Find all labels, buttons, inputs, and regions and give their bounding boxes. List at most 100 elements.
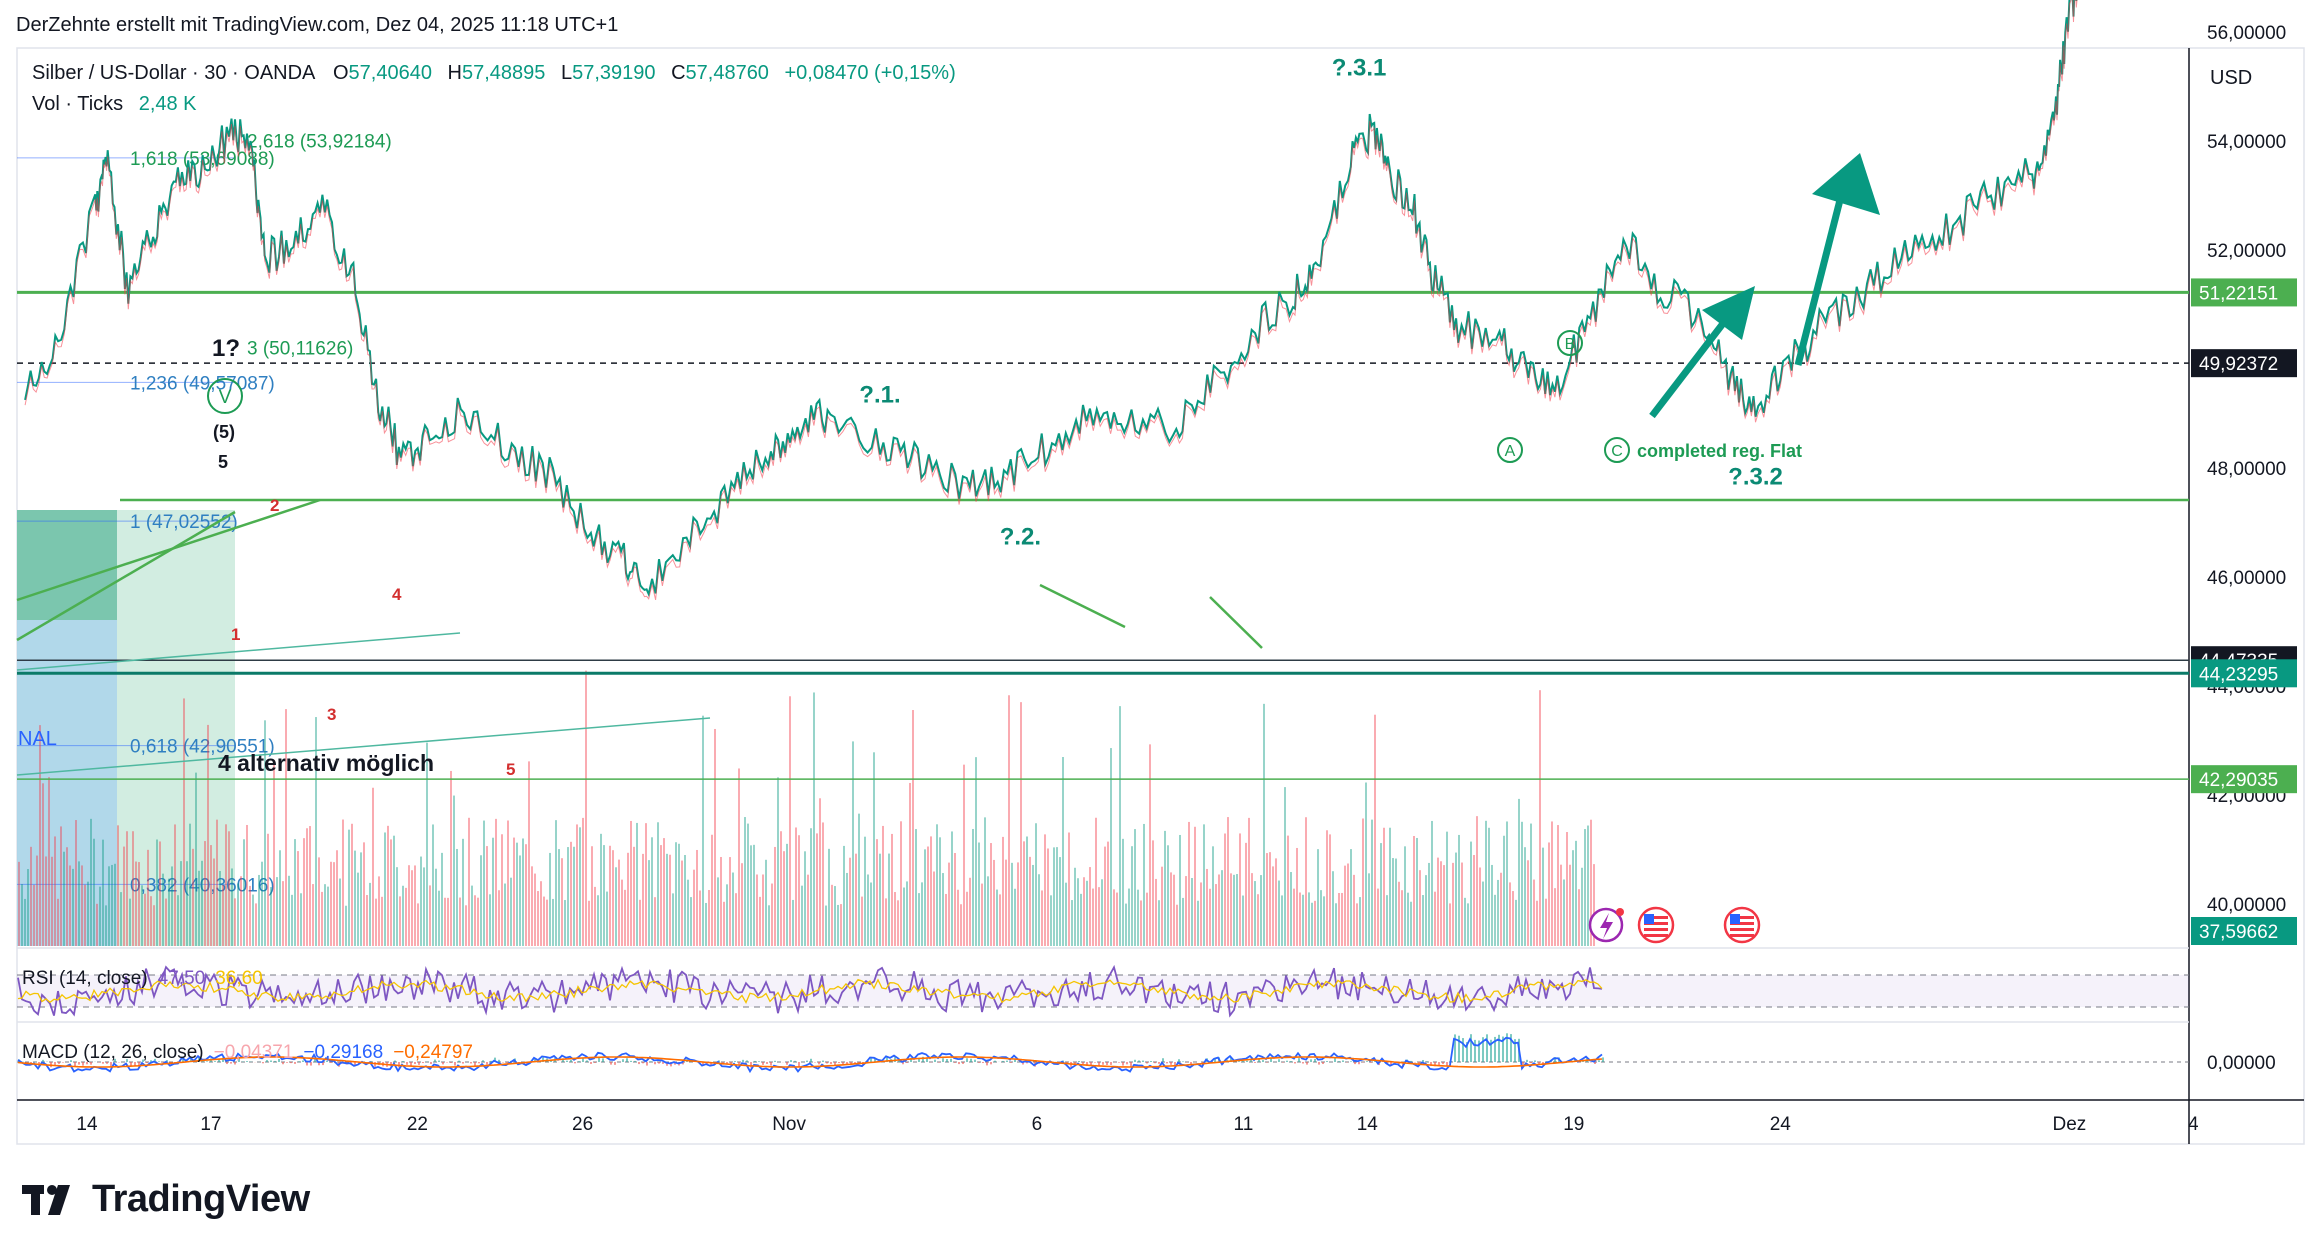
volume-bar	[501, 834, 503, 946]
macd-hist-bar	[1174, 1062, 1176, 1066]
volume-bar	[258, 874, 260, 946]
volume-bar	[1239, 833, 1241, 946]
volume-bar	[1206, 868, 1208, 946]
tradingview-logo[interactable]: TradingView	[22, 1178, 310, 1221]
volume-bar	[1365, 782, 1367, 946]
macd-hist-bar	[1490, 1039, 1492, 1062]
volume-bar	[801, 885, 803, 946]
volume-bar	[162, 873, 164, 946]
volume-bar	[738, 768, 740, 946]
volume-bar	[1554, 888, 1556, 946]
horizontal-lines[interactable]	[17, 290, 2189, 780]
macd-hist-bar	[958, 1062, 960, 1065]
macd-hist-bar	[542, 1057, 544, 1062]
rsi-label[interactable]: RSI (14, close) 47,50 36,60	[22, 968, 263, 989]
volume-bar	[669, 854, 671, 946]
volume-bar	[105, 905, 107, 946]
price-axis-labels: XAGUSD57,4876011:0451,2215149,9237244,47…	[2191, 278, 2297, 945]
volume-bar	[1416, 837, 1418, 946]
trendline-correction-a[interactable]	[1039, 583, 1126, 629]
volume-bar	[24, 898, 26, 946]
x-tick-label: 11	[1234, 1114, 1254, 1135]
lightning-event-icon[interactable]	[1588, 907, 1624, 943]
volume-bar	[672, 893, 674, 946]
price-series-line[interactable]	[24, 0, 2280, 598]
macd-hist-bar	[126, 1059, 128, 1062]
us-flag-event-icon-2[interactable]	[1723, 906, 1761, 944]
macd-hist-bar	[582, 1058, 584, 1062]
macd-hist-bar	[142, 1059, 144, 1062]
forecast-arrow-up-1[interactable]	[1649, 286, 1755, 419]
macd-hist-bar	[1470, 1034, 1472, 1062]
volume-bar	[708, 890, 710, 946]
fib-level-lines	[17, 157, 235, 885]
volume-bar	[732, 872, 734, 946]
volume-bar	[54, 836, 56, 946]
volume-bar	[1515, 899, 1517, 946]
volume-bar	[783, 851, 785, 946]
volume-bar	[831, 884, 833, 946]
ohlc-legend[interactable]: Silber / US-Dollar · 30 · OANDA O57,4064…	[32, 62, 960, 85]
volume-bar	[699, 890, 701, 946]
volume-bar	[810, 828, 812, 946]
volume-bar	[201, 860, 203, 946]
volume-bar	[909, 782, 911, 946]
macd-label[interactable]: MACD (12, 26, close) −0,04371 −0,29168 −0,2…	[22, 1042, 473, 1063]
volume-bar	[1101, 879, 1103, 946]
volume-bar	[777, 777, 779, 946]
x-tick-label: 4	[2188, 1114, 2199, 1135]
macd-hist-bar	[114, 1058, 116, 1062]
volume-bar	[78, 861, 80, 946]
macd-hist-bar	[1478, 1040, 1480, 1062]
trendline-channel-bottom[interactable]	[16, 717, 711, 776]
trendline-correction-b[interactable]	[1209, 596, 1263, 649]
macd-hist-bar	[818, 1062, 820, 1065]
macd-hist-bar	[414, 1062, 416, 1065]
volume-bar	[696, 849, 698, 946]
volume-bar	[126, 831, 128, 946]
x-tick-label: 26	[572, 1114, 593, 1135]
volume-bar	[300, 893, 302, 946]
volume-bar	[975, 757, 977, 946]
volume-bar	[1131, 846, 1133, 946]
volume-bar	[336, 850, 338, 946]
volume-bar	[1188, 821, 1190, 946]
volume-bar	[144, 893, 146, 946]
us-flag-event-icon[interactable]	[1637, 906, 1675, 944]
volume-bar	[1245, 842, 1247, 946]
svg-text:C: C	[1611, 443, 1623, 460]
volume-bar	[192, 848, 194, 946]
volume-bar	[1074, 867, 1076, 946]
macd-hist-bar	[1230, 1056, 1232, 1062]
macd-hist-bar	[454, 1062, 456, 1066]
volume-bar	[1563, 879, 1565, 946]
forecast-arrow-up-2[interactable]	[1794, 153, 1880, 366]
volume-bar	[1161, 866, 1163, 946]
volume-bar	[48, 777, 50, 946]
volume-bar	[876, 839, 878, 946]
rsi-line[interactable]	[17, 964, 1603, 1018]
volume-bar	[147, 849, 149, 946]
volume-bar	[408, 865, 410, 946]
volume-bar	[222, 885, 224, 946]
trendline-channel-top[interactable]	[16, 632, 461, 671]
volume-bar	[60, 826, 62, 946]
currency-label[interactable]: USD	[2210, 67, 2252, 89]
volume-bar	[498, 890, 500, 946]
trendline-wedge-a[interactable]	[16, 510, 236, 642]
trendline-wedge-b[interactable]	[16, 498, 321, 602]
volume-bar	[471, 885, 473, 946]
volume-bar	[1503, 835, 1505, 946]
volume-bar	[384, 832, 386, 946]
volume-bar	[63, 851, 65, 946]
volume-bar	[648, 860, 650, 946]
symbol-name[interactable]: Silber / US-Dollar · 30 · OANDA	[32, 62, 316, 84]
volume-bar	[555, 820, 557, 946]
macd-hist-bar	[314, 1058, 316, 1062]
volume-bar	[567, 847, 569, 946]
volume-bar	[360, 852, 362, 946]
macd-hist-bar	[950, 1058, 952, 1062]
volume-legend[interactable]: Vol · Ticks 2,48 K	[32, 93, 201, 116]
volume-bar	[642, 853, 644, 946]
